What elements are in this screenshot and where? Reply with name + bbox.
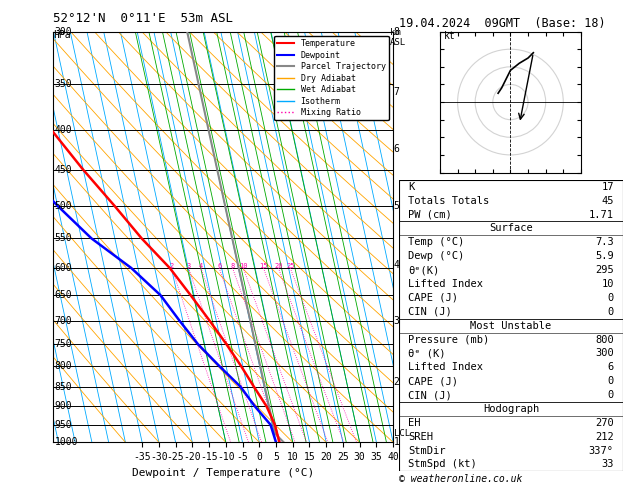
Text: 7: 7	[394, 87, 399, 97]
Text: km
ASL: km ASL	[390, 28, 406, 47]
Text: θᵉ(K): θᵉ(K)	[408, 265, 440, 275]
Text: 750: 750	[55, 339, 72, 349]
Text: 4: 4	[199, 263, 203, 269]
Text: Temp (°C): Temp (°C)	[408, 237, 465, 247]
Text: Hodograph: Hodograph	[483, 404, 539, 414]
Text: 0: 0	[608, 376, 614, 386]
Text: StmSpd (kt): StmSpd (kt)	[408, 459, 477, 469]
Text: Dewp (°C): Dewp (°C)	[408, 251, 465, 261]
Text: K: K	[408, 182, 415, 192]
Text: 5: 5	[394, 201, 399, 211]
Text: Pressure (mb): Pressure (mb)	[408, 334, 489, 345]
Text: Most Unstable: Most Unstable	[470, 321, 552, 330]
Text: LCL: LCL	[394, 429, 410, 438]
Text: 700: 700	[55, 315, 72, 326]
Text: Lifted Index: Lifted Index	[408, 279, 483, 289]
Text: 8: 8	[230, 263, 235, 269]
Text: 7.3: 7.3	[595, 237, 614, 247]
Text: 850: 850	[55, 382, 72, 392]
Text: 350: 350	[55, 79, 72, 89]
Text: StmDir: StmDir	[408, 446, 446, 455]
Text: 212: 212	[595, 432, 614, 442]
Text: © weatheronline.co.uk: © weatheronline.co.uk	[399, 473, 523, 484]
Text: 0: 0	[608, 390, 614, 400]
Text: 5.9: 5.9	[595, 251, 614, 261]
Text: 800: 800	[55, 361, 72, 371]
Text: 270: 270	[595, 418, 614, 428]
Text: 3: 3	[394, 315, 399, 326]
Text: EH: EH	[408, 418, 421, 428]
Text: 20: 20	[274, 263, 282, 269]
Text: 8: 8	[394, 27, 399, 36]
Text: SREH: SREH	[408, 432, 433, 442]
Text: Lifted Index: Lifted Index	[408, 362, 483, 372]
Text: 1000: 1000	[55, 437, 78, 447]
Text: Totals Totals: Totals Totals	[408, 196, 489, 206]
Text: 3: 3	[186, 263, 191, 269]
Text: 6: 6	[217, 263, 221, 269]
Legend: Temperature, Dewpoint, Parcel Trajectory, Dry Adiabat, Wet Adiabat, Isotherm, Mi: Temperature, Dewpoint, Parcel Trajectory…	[274, 36, 389, 121]
Text: Surface: Surface	[489, 224, 533, 233]
Text: 800: 800	[595, 334, 614, 345]
Text: hPa: hPa	[53, 30, 71, 40]
Text: 17: 17	[601, 182, 614, 192]
Text: 600: 600	[55, 263, 72, 273]
Text: 650: 650	[55, 290, 72, 300]
Text: kt: kt	[443, 31, 455, 41]
Text: 45: 45	[601, 196, 614, 206]
Text: 0: 0	[608, 307, 614, 317]
Text: 33: 33	[601, 459, 614, 469]
Text: 52°12'N  0°11'E  53m ASL: 52°12'N 0°11'E 53m ASL	[53, 12, 233, 25]
Text: CIN (J): CIN (J)	[408, 307, 452, 317]
Text: 10: 10	[601, 279, 614, 289]
Text: 400: 400	[55, 125, 72, 135]
Text: 15: 15	[259, 263, 268, 269]
Text: 19.04.2024  09GMT  (Base: 18): 19.04.2024 09GMT (Base: 18)	[399, 17, 606, 30]
Text: 950: 950	[55, 420, 72, 430]
Text: 6: 6	[608, 362, 614, 372]
Text: 2: 2	[394, 377, 399, 387]
X-axis label: Dewpoint / Temperature (°C): Dewpoint / Temperature (°C)	[132, 468, 314, 478]
Text: 10: 10	[239, 263, 247, 269]
Text: 6: 6	[394, 144, 399, 154]
Text: 300: 300	[595, 348, 614, 358]
Text: 2: 2	[170, 263, 174, 269]
Text: 4: 4	[394, 260, 399, 270]
Text: 500: 500	[55, 201, 72, 211]
Text: 900: 900	[55, 401, 72, 411]
Text: 25: 25	[286, 263, 294, 269]
Text: CAPE (J): CAPE (J)	[408, 293, 459, 303]
Text: 550: 550	[55, 233, 72, 243]
Text: 300: 300	[55, 27, 72, 36]
Text: 337°: 337°	[589, 446, 614, 455]
Text: CAPE (J): CAPE (J)	[408, 376, 459, 386]
Text: CIN (J): CIN (J)	[408, 390, 452, 400]
Text: PW (cm): PW (cm)	[408, 209, 452, 220]
Text: 0: 0	[608, 293, 614, 303]
Text: 1.71: 1.71	[589, 209, 614, 220]
Text: 1: 1	[394, 437, 399, 447]
Text: 295: 295	[595, 265, 614, 275]
Text: 450: 450	[55, 165, 72, 175]
Text: θᵉ (K): θᵉ (K)	[408, 348, 446, 358]
